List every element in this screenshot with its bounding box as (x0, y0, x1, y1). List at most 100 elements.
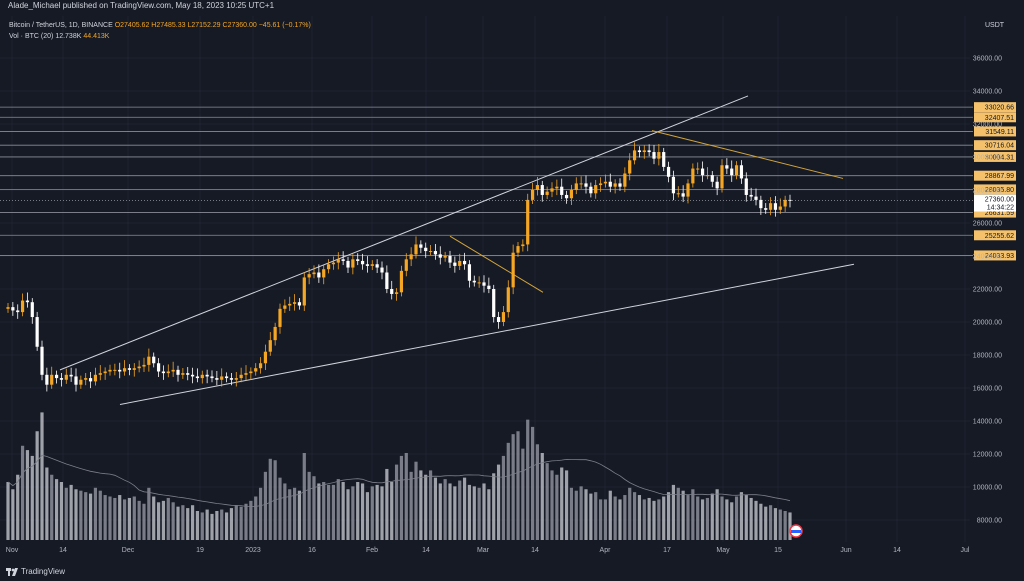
candle-body (535, 185, 540, 190)
volume-bar (433, 477, 438, 540)
candle-body (467, 264, 472, 281)
level-price-label: 30004.31 (985, 154, 1014, 161)
volume-bar (613, 496, 617, 540)
volume-bar (647, 497, 651, 540)
candle-body (783, 199, 787, 207)
candle-body (511, 252, 515, 288)
volume-legend[interactable]: Vol · BTC (20) 12.738K 44.413K (9, 33, 109, 40)
price-chart[interactable]: 33020.66 32407.51 31549.11 30716.04 30004.31… (0, 0, 1024, 563)
volume-bar (443, 479, 447, 540)
candle-body (438, 254, 442, 258)
candle-body (540, 185, 544, 195)
candle-body (375, 264, 379, 268)
volume-bar (637, 495, 642, 540)
volume-bar (623, 495, 627, 540)
volume-bar (360, 483, 365, 540)
candle-body (594, 185, 598, 194)
price-tick-label: 28000.00 (973, 188, 1002, 195)
candle-body (84, 378, 88, 380)
volume-bar (317, 483, 321, 540)
volume-bar (64, 487, 68, 540)
volume-bar (759, 503, 763, 540)
volume-bar (521, 448, 525, 540)
candle-body (759, 199, 763, 209)
volume-bar (589, 493, 593, 540)
candle-body (574, 183, 578, 190)
candle-body (200, 374, 204, 379)
volume-bar (788, 512, 792, 540)
candle-body (676, 193, 680, 195)
candle-body (64, 374, 68, 380)
volume-bar (297, 490, 302, 540)
volume-bar (288, 489, 292, 540)
candle-body (268, 340, 272, 352)
candle-body (725, 165, 729, 169)
volume-ma-line (7, 454, 791, 508)
candle-body (550, 188, 554, 192)
volume-bar (472, 486, 476, 540)
current-price-box (974, 194, 1016, 212)
candle-body (409, 254, 413, 260)
candle-body (696, 168, 700, 170)
time-tick-label: Feb (366, 547, 378, 554)
candle-body (195, 376, 200, 379)
candle-body (603, 181, 608, 184)
candle-body (254, 368, 258, 372)
candle-body (239, 374, 243, 379)
volume-bar (428, 470, 433, 540)
volume-bar (127, 497, 132, 540)
symbol-legend[interactable]: Bitcoin / TetherUS, 1D, BINANCE O27405.6… (9, 22, 311, 29)
candle-body (79, 379, 83, 385)
candle-body (307, 274, 311, 278)
candle-body (278, 308, 282, 327)
level-price-box (974, 126, 1016, 137)
candle-body (773, 203, 778, 210)
volume-bar (210, 513, 214, 540)
candle-body (20, 300, 25, 313)
volume-bar (205, 509, 209, 540)
candle-body (462, 260, 467, 265)
volume-bar (181, 505, 185, 540)
candle-body (734, 165, 739, 176)
candles (6, 142, 792, 392)
level-price-box (974, 230, 1016, 241)
candle-body (132, 368, 136, 370)
volume-bar (603, 499, 608, 540)
candle-body (229, 378, 234, 380)
volume-bar (632, 492, 637, 540)
price-tick-label: 10000.00 (973, 485, 1002, 492)
volume-bar (744, 495, 748, 540)
volume-bar (132, 496, 136, 540)
candle-body (25, 300, 30, 303)
volume-bar (239, 506, 243, 540)
volume-bar (700, 499, 705, 540)
candle-body (652, 152, 656, 159)
candle-body (404, 259, 408, 271)
volume-bar (462, 477, 467, 540)
candle-body (351, 259, 355, 268)
candle-body (589, 186, 593, 194)
candle-body (385, 272, 389, 289)
candle-body (103, 371, 107, 374)
price-tick-label: 18000.00 (973, 353, 1002, 360)
volume-bar (258, 487, 263, 540)
alert-icon[interactable] (789, 524, 803, 538)
candle-body (521, 244, 525, 247)
volume-bar (555, 474, 559, 540)
volume-bar (249, 500, 253, 540)
volume-bar (501, 455, 506, 540)
candle-body (730, 168, 734, 176)
candle-body (326, 264, 331, 270)
candle-body (249, 371, 253, 374)
candle-body (258, 363, 263, 369)
level-price-label: 24033.93 (985, 253, 1014, 260)
countdown-label: 14:34:22 (987, 205, 1014, 212)
price-tick-label: 22000.00 (973, 287, 1002, 294)
volume-bar (69, 484, 73, 540)
candle-body (555, 186, 559, 189)
volume-bar (618, 499, 622, 540)
candle-body (647, 150, 651, 153)
time-tick-label: Nov (6, 547, 19, 554)
time-tick-label: 15 (774, 547, 782, 554)
